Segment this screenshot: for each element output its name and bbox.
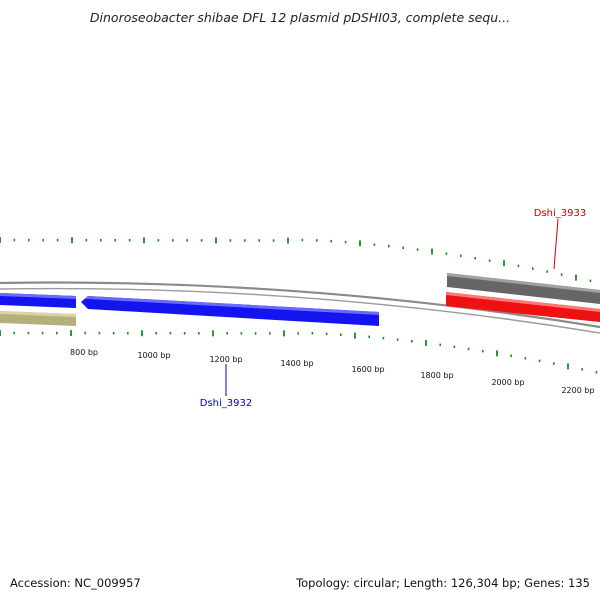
backbone-inner-line: [0, 287, 600, 334]
ruler-label: 1000 bp: [137, 351, 170, 360]
ruler-labels: 800 bp 1000 bp 1200 bp 1400 bp 1600 bp 1…: [70, 348, 595, 395]
ruler-label: 1800 bp: [420, 371, 453, 380]
gene-label-leader-dshi-3933: [553, 218, 559, 270]
genome-summary-text: Topology: circular; Length: 126,304 bp; …: [296, 576, 590, 590]
gene-label-dshi-3933[interactable]: Dshi_3933: [534, 208, 586, 219]
accession-text: Accession: NC_009957: [10, 576, 141, 590]
gene-feature-red[interactable]: [446, 292, 600, 322]
backbone-outer-line: [0, 281, 600, 329]
gene-feature-red-highlight: [446, 292, 600, 312]
ruler-label: 1400 bp: [280, 359, 313, 368]
gene-label-dshi-3932[interactable]: Dshi_3932: [200, 398, 252, 409]
ruler-label: 1600 bp: [351, 365, 384, 374]
gene-feature-dshi-3933[interactable]: [447, 273, 600, 304]
ruler-label: 2000 bp: [491, 378, 524, 387]
ruler-label: 2200 bp: [561, 386, 594, 395]
outer-tick-marks: [0, 237, 592, 283]
ruler-label: 1200 bp: [209, 355, 242, 364]
gene-feature-dshi-3932[interactable]: [81, 296, 379, 326]
gene-feature-dshi-3933-highlight: [447, 273, 600, 293]
gene-feature-olive-highlight: [0, 311, 76, 317]
ruler-label: 800 bp: [70, 348, 98, 357]
inner-tick-marks: [0, 330, 598, 374]
map-title: Dinoroseobacter shibae DFL 12 plasmid pD…: [89, 10, 511, 25]
gene-feature-dshi-3932-highlight: [85, 296, 379, 315]
gene-feature-blue-left-highlight: [0, 293, 76, 299]
